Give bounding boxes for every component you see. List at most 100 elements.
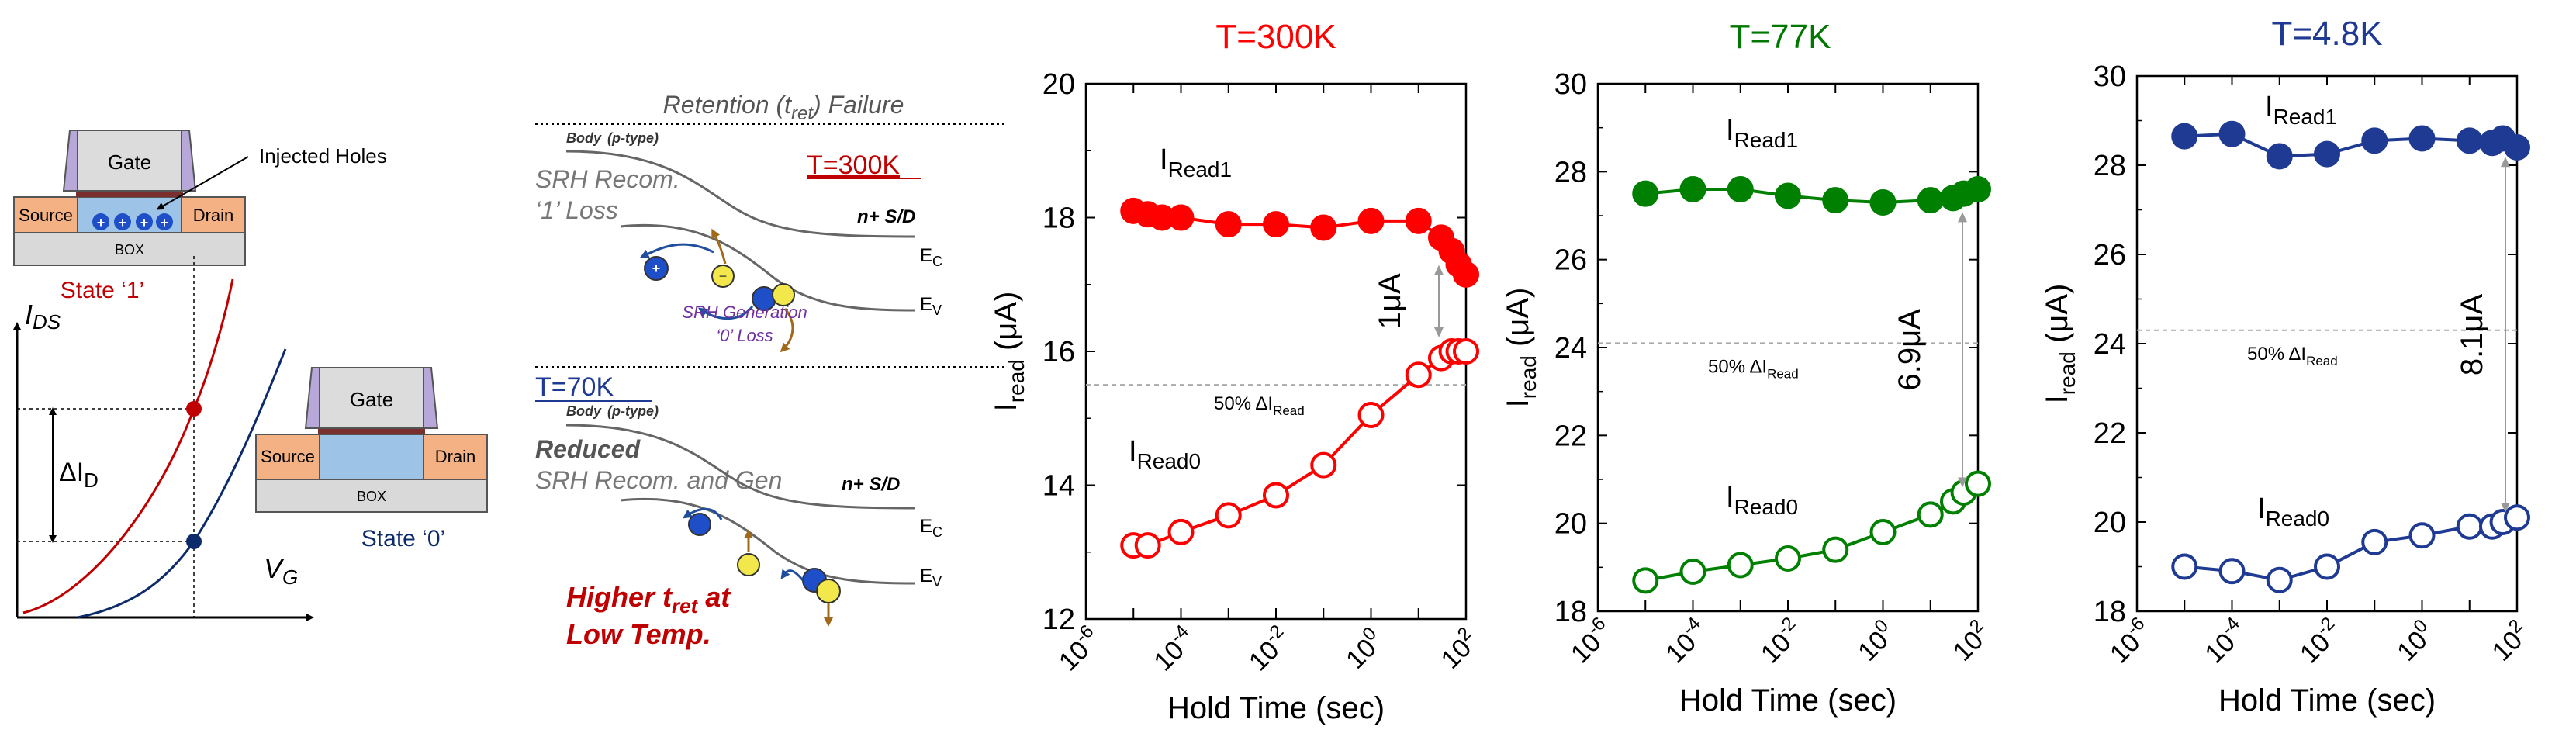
state1-label: State ‘1’ <box>61 278 144 303</box>
data-point-iread0 <box>2456 513 2483 540</box>
data-point-iread0 <box>1215 502 1242 529</box>
data-point-iread0 <box>2314 553 2340 580</box>
reference-label: 50% ΔIRead <box>1214 393 1305 418</box>
x-tick-label: 10-4 <box>1658 613 1713 669</box>
gate-label: Gate <box>108 150 151 174</box>
one-loss-label: ‘1’ Loss <box>535 196 618 224</box>
drain-label: Drain <box>193 206 234 225</box>
ids-axis-label: IDS <box>25 299 61 334</box>
data-point-iread0 <box>1679 559 1706 585</box>
x-tick-label: 10-2 <box>1752 613 1808 669</box>
valence-band-hot <box>620 223 916 312</box>
data-point-iread1 <box>2171 123 2198 150</box>
gate-label-0: Gate <box>350 388 393 411</box>
series-label-iread0: IRead0 <box>1726 481 1798 519</box>
srh-recom-label: SRH Recom. <box>535 165 680 193</box>
chart-title: T=77K <box>1730 18 1831 56</box>
spacer-right <box>181 130 197 192</box>
iv-plot: IDS VG ΔID <box>13 256 314 621</box>
valence-band-cold <box>620 497 916 585</box>
spacer-right-0 <box>423 367 439 429</box>
data-point-iread1 <box>2408 125 2436 152</box>
data-point-iread0 <box>1310 451 1337 479</box>
y-tick-label: 14 <box>1043 470 1075 503</box>
data-point-iread0 <box>1869 519 1897 545</box>
body-label-hot: Body (p-type) <box>566 130 659 146</box>
data-point-iread1 <box>1869 189 1897 216</box>
gap-label: 6.9μA <box>1893 309 1927 391</box>
svg-text:+: + <box>119 215 127 230</box>
source-region-0 <box>255 434 320 480</box>
data-point-iread0 <box>1357 401 1385 428</box>
data-point-iread0 <box>2361 528 2388 555</box>
data-point-iread0 <box>1632 567 1659 594</box>
data-point-iread1 <box>2314 140 2340 168</box>
data-point-iread1 <box>2266 143 2293 170</box>
y-tick-label: 26 <box>2094 239 2126 271</box>
x-tick-label: 10-2 <box>1240 621 1296 676</box>
svg-text:+: + <box>161 215 169 230</box>
series-label-iread0: IRead0 <box>1129 435 1201 473</box>
data-point-iread1 <box>2456 127 2483 154</box>
x-tick-label: 100 <box>1338 623 1390 675</box>
y-axis-label: Iread (μA) <box>1501 288 1540 408</box>
x-tick-label: 10-4 <box>1146 621 1202 676</box>
gate-oxide-0 <box>318 428 425 434</box>
y-tick-label: 20 <box>1043 68 1075 101</box>
data-point-iread0 <box>1775 545 1801 572</box>
reduced-line-label: SRH Recom. and Gen <box>535 466 782 494</box>
state0-label: State ‘0’ <box>361 526 445 552</box>
gap-label: 8.1μA <box>2455 294 2489 376</box>
y-axis-label: Iread (μA) <box>989 292 1029 412</box>
spacer-left <box>62 130 78 192</box>
reference-label: 50% ΔIRead <box>1708 356 1799 381</box>
state1-iv-curve <box>22 278 234 614</box>
y-tick-label: 20 <box>1554 508 1587 541</box>
data-point-iread0 <box>1453 338 1479 365</box>
data-point-iread1 <box>1405 207 1432 234</box>
ev-label-cold: EV <box>920 565 942 590</box>
zero-loss-label: ‘0’ Loss <box>716 326 773 345</box>
state0-read-point <box>186 534 202 549</box>
srh-particles-hot: + − <box>639 228 795 353</box>
gap-label: 1μA <box>1373 273 1407 329</box>
gate-block <box>77 130 182 192</box>
svg-text:+: + <box>97 215 105 230</box>
srh-gen-label: SRH Generation <box>682 303 807 322</box>
gate-block-0 <box>319 367 424 429</box>
conduction-band-cold <box>565 424 916 510</box>
body-label-cold: Body (p-type) <box>566 403 659 419</box>
temp-hot-label: T=300K <box>807 150 900 180</box>
svg-text:+: + <box>140 215 149 230</box>
temp-cold-label: T=70K <box>535 372 614 402</box>
conduction-band-hot <box>565 150 916 238</box>
data-point-iread1 <box>2218 120 2246 147</box>
data-point-iread0 <box>2408 522 2436 549</box>
data-point-iread0 <box>2171 553 2198 580</box>
device-panel: BOX Source Drain + + + + Gate Injected H… <box>13 130 488 621</box>
x-tick-label: 102 <box>1945 615 1997 667</box>
svg-text:−: − <box>719 268 728 284</box>
data-point-iread1 <box>1632 180 1659 207</box>
x-tick-label: 100 <box>2389 615 2441 667</box>
ec-label-cold: EC <box>920 516 942 540</box>
data-point-iread1 <box>1917 187 1944 214</box>
data-point-iread1 <box>1679 176 1706 202</box>
x-tick-label: 10-4 <box>2197 613 2253 669</box>
data-point-iread1 <box>1453 261 1479 288</box>
reference-label: 50% ΔIRead <box>2247 344 2338 368</box>
holes-label: Injected Holes <box>259 144 387 168</box>
chart-title: T=300K <box>1215 18 1336 56</box>
data-point-iread0 <box>2504 504 2530 531</box>
box-layer-0 <box>255 479 488 513</box>
y-tick-label: 28 <box>1554 156 1587 188</box>
nsd-label-cold: n+ S/D <box>842 474 900 495</box>
data-point-iread0 <box>2218 558 2246 585</box>
data-point-iread1 <box>1965 176 1991 202</box>
x-tick-label: 100 <box>1850 615 1902 667</box>
x-axis-label: Hold Time (sec) <box>1679 683 1897 718</box>
y-tick-label: 16 <box>1043 336 1075 368</box>
drain-region-0 <box>423 434 488 480</box>
series-label-iread0: IRead0 <box>2257 493 2329 531</box>
